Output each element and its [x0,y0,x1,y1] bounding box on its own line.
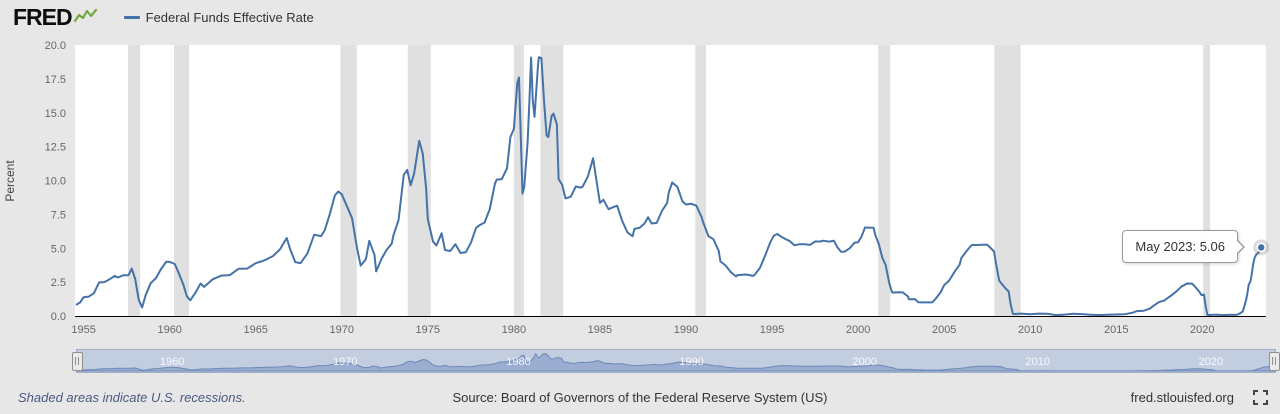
fred-logo-text: FRED [13,3,73,30]
tick-label: 10.0 [45,176,66,188]
tick-label: 1975 [416,324,440,336]
tick-label: 2020 [1190,324,1214,336]
recession-note: Shaded areas indicate U.S. recessions. [18,390,246,405]
recession-band [540,45,564,316]
tick-label: 2015 [1104,324,1128,336]
source-attribution: Source: Board of Governors of the Federa… [452,390,828,405]
range-handle-right[interactable] [1269,352,1280,371]
tick-label: 1990 [679,356,703,368]
tick-label: 1965 [243,324,267,336]
tick-label: 1980 [502,324,526,336]
tick-label: 1995 [760,324,784,336]
tick-label: 2010 [1026,356,1050,368]
plot-background [75,45,1266,316]
legend-series-label: Federal Funds Effective Rate [145,9,314,25]
range-selector-chart[interactable]: 1960 1970 1980 1990 2000 2010 2020 [77,350,1275,372]
main-chart[interactable]: 0.0 2.5 5.0 7.5 10.0 12.5 15.0 17.5 20.0 1955 1960… [0,34,1280,337]
recession-band [513,45,524,316]
fred-site-link[interactable]: fred.stlouisfed.org [1130,390,1234,405]
tick-label: 1970 [330,324,354,336]
last-point-marker [1256,242,1266,253]
tick-label: 2.5 [51,277,66,289]
tick-label: 2010 [1018,324,1042,336]
series-line [75,56,1263,317]
tick-label: 1980 [506,356,530,368]
tick-label: 1990 [674,324,698,336]
recession-band [407,45,431,316]
tick-label: 1955 [71,324,95,336]
range-handle-left[interactable] [72,352,83,371]
recession-band [128,45,141,316]
recession-band [878,45,891,316]
y-axis-title: Percent [3,160,17,202]
header: FRED Federal Funds Effective Rate [0,0,1280,34]
recession-band [174,45,189,316]
tick-label: 0.0 [51,311,66,323]
tick-label: 1960 [157,324,181,336]
chart-legend: Federal Funds Effective Rate [123,9,314,25]
tick-label: 1985 [588,324,612,336]
range-selector[interactable]: 1960 1970 1980 1990 2000 2010 2020 [72,349,1280,373]
fullscreen-icon[interactable] [1253,390,1268,405]
tick-label: 2020 [1199,356,1223,368]
tick-label: 1960 [160,356,184,368]
tick-label: 5.0 [51,243,66,255]
tooltip-text: May 2023: 5.06 [1135,239,1225,254]
fred-sparkline-icon [73,8,98,29]
tick-label: 2005 [932,324,956,336]
tick-label: 15.0 [45,108,66,120]
fred-logo[interactable]: FRED [13,3,98,30]
recession-band [340,45,357,316]
tick-label: 1970 [333,356,357,368]
tick-label: 12.5 [45,142,66,154]
tick-label: 2000 [852,356,876,368]
recession-band [1203,45,1211,316]
chart-tooltip: May 2023: 5.06 [1122,230,1245,263]
recession-band [994,45,1021,316]
tick-label: 7.5 [51,209,66,221]
recession-band [695,45,707,316]
tick-label: 20.0 [45,40,66,52]
navigator-area [77,352,1275,372]
tick-label: 2000 [846,324,870,336]
tick-label: 17.5 [45,74,66,86]
legend-line-swatch [123,15,140,19]
